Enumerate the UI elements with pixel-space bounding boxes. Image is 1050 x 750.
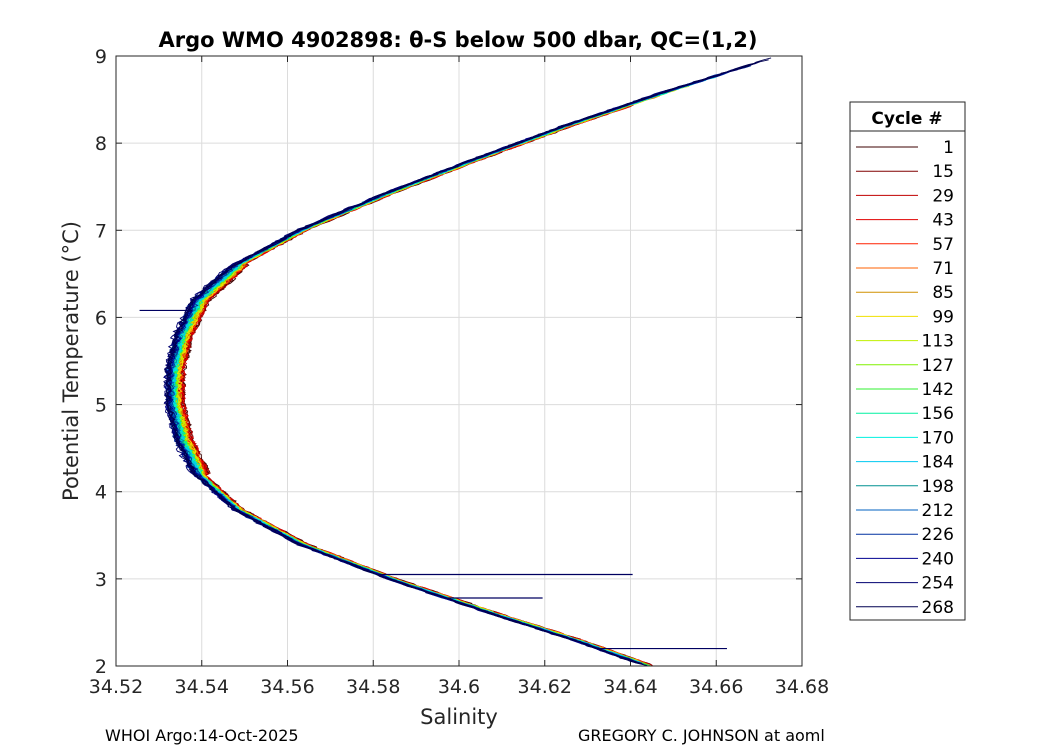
- profile-line: [163, 75, 715, 663]
- legend-entry: 85: [932, 283, 954, 303]
- profile-line: [175, 104, 648, 665]
- legend: Cycle # 1 15 29 43 57 71 85 99 113 127 142 156 170 18…: [849, 101, 966, 621]
- profile-line: [179, 105, 651, 665]
- legend-entry: 170: [922, 428, 954, 448]
- profile-line: [178, 112, 654, 667]
- chart-title: Argo WMO 4902898: θ-S below 500 dbar, QC…: [159, 28, 758, 52]
- profile-line: [169, 83, 695, 664]
- y-tick-label: 4: [95, 482, 107, 504]
- legend-entry: 226: [922, 525, 954, 545]
- profile-line: [170, 84, 691, 666]
- profile-line: [178, 103, 644, 663]
- profile-line: [165, 57, 772, 664]
- legend-entry: 1: [943, 138, 954, 158]
- profile-line: [176, 103, 650, 666]
- y-tick-labels: 2 3 4 5 6 7 8 9: [95, 46, 107, 678]
- profile-line: [165, 65, 746, 663]
- legend-entry: 142: [922, 380, 954, 400]
- profile-line: [180, 114, 647, 665]
- profile-line: [170, 90, 673, 667]
- legend-entry: 254: [922, 574, 954, 594]
- legend-entry: 43: [932, 211, 954, 231]
- profile-line: [167, 74, 718, 664]
- x-tick-labels: 34.52 34.54 34.56 34.58 34.6 34.62 34.64 34.66 3…: [89, 676, 829, 698]
- profile-line: [171, 85, 687, 666]
- profile-line: [175, 102, 649, 666]
- profile-line: [171, 88, 675, 663]
- profile-line: [172, 84, 687, 666]
- y-tick-label: 7: [95, 220, 107, 242]
- legend-entry: 268: [922, 598, 954, 618]
- legend-entry: 184: [922, 453, 954, 473]
- profile-line: [164, 61, 759, 665]
- profile-curves: [139, 57, 772, 667]
- x-tick-label: 34.64: [603, 676, 657, 698]
- legend-entry: 156: [922, 404, 954, 424]
- profile-line: [165, 79, 702, 665]
- footer-right: GREGORY C. JOHNSON at aoml: [578, 726, 825, 745]
- legend-entry: 29: [932, 186, 954, 206]
- legend-entry: 113: [922, 332, 954, 352]
- profile-line: [174, 107, 650, 666]
- legend-entry: 240: [922, 549, 954, 569]
- y-tick-label: 9: [95, 46, 107, 68]
- profile-line: [169, 86, 681, 661]
- legend-title: Cycle #: [871, 109, 942, 129]
- profile-line: [178, 111, 648, 664]
- legend-entry: 127: [922, 356, 954, 376]
- legend-entry: 71: [932, 259, 954, 279]
- profile-line: [170, 73, 726, 665]
- profile-line: [166, 61, 761, 662]
- x-tick-label: 34.56: [260, 676, 314, 698]
- x-tick-label: 34.68: [775, 676, 829, 698]
- legend-entry: 15: [932, 162, 954, 182]
- x-tick-label: 34.6: [438, 676, 480, 698]
- x-tick-label: 34.58: [346, 676, 400, 698]
- y-tick-label: 3: [95, 569, 107, 591]
- legend-entry: 212: [922, 501, 954, 521]
- y-axis-label: Potential Temperature (°C): [59, 221, 83, 501]
- profile-line: [166, 75, 717, 660]
- legend-entry: 99: [932, 307, 954, 327]
- profile-line: [178, 115, 649, 666]
- profile-line: [164, 65, 749, 664]
- x-tick-label: 34.52: [89, 676, 143, 698]
- legend-entry: 57: [932, 235, 954, 255]
- profile-line: [168, 85, 686, 664]
- profile-line: [175, 106, 649, 666]
- footer-left: WHOI Argo:14-Oct-2025: [105, 726, 299, 745]
- profile-line: [168, 65, 752, 664]
- plot-frame: [115, 55, 803, 667]
- profile-line: [165, 73, 725, 665]
- profile-line: [179, 115, 653, 666]
- y-tick-label: 6: [95, 307, 107, 329]
- y-tick-label: 8: [95, 133, 107, 155]
- x-tick-label: 34.54: [175, 676, 229, 698]
- legend-box: [849, 101, 966, 621]
- profile-line: [165, 77, 709, 665]
- profile-line: [175, 83, 693, 665]
- legend-entry: 198: [922, 477, 954, 497]
- x-tick-label: 34.66: [689, 676, 743, 698]
- x-tick-label: 34.62: [518, 676, 572, 698]
- y-tick-label: 5: [95, 395, 107, 417]
- x-axis-label: Salinity: [420, 705, 498, 729]
- y-tick-label: 2: [95, 656, 107, 678]
- profile-line: [162, 71, 727, 661]
